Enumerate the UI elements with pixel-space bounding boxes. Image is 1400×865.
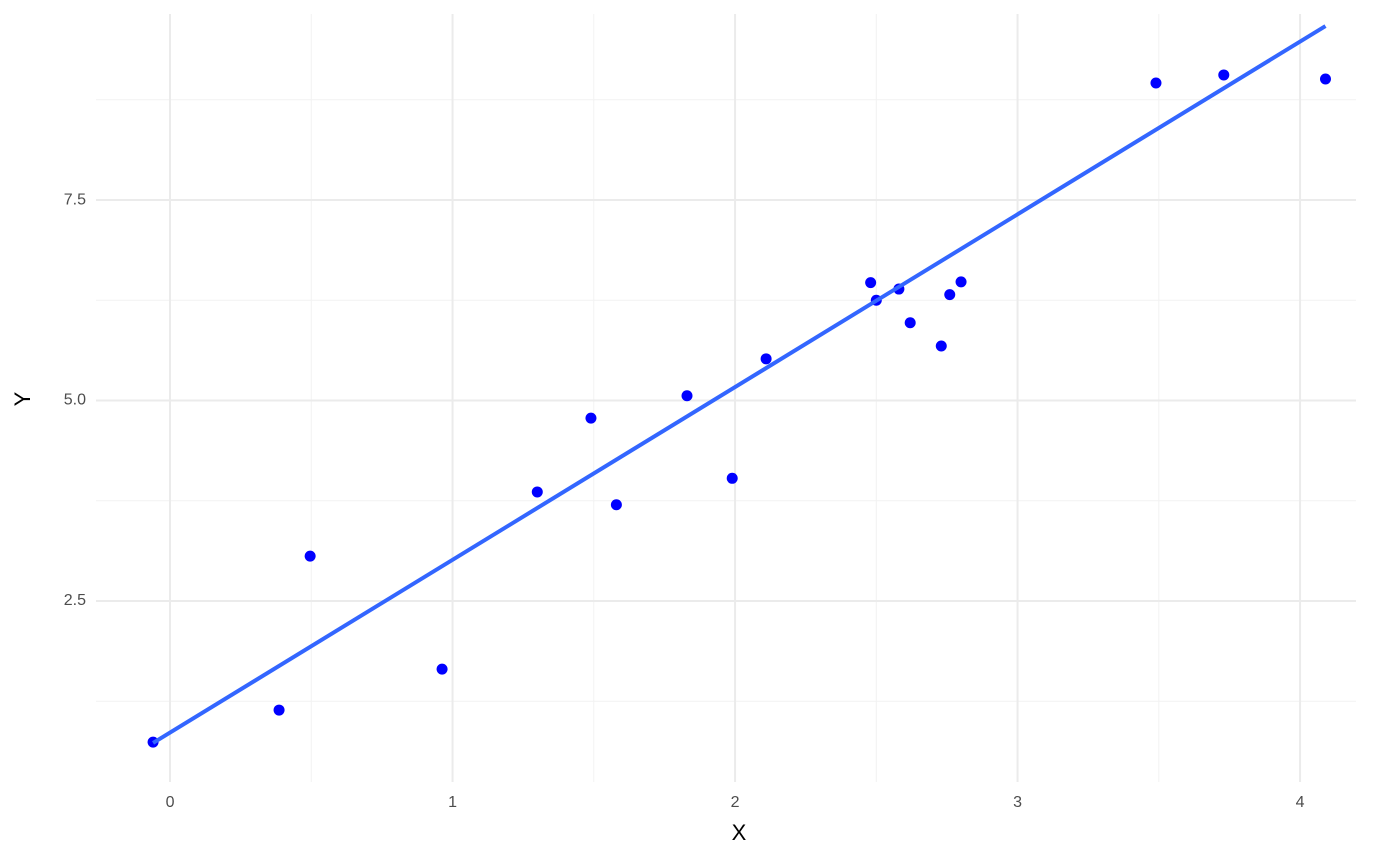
point (1150, 77, 1162, 89)
fit-line (152, 24, 1327, 745)
point (726, 472, 738, 484)
y-tick-label: 7.5 (64, 191, 86, 208)
point (944, 289, 956, 301)
x-tick-label: 4 (1296, 794, 1305, 811)
point (955, 276, 967, 288)
point (436, 663, 448, 675)
point (904, 317, 916, 329)
point (610, 499, 622, 511)
point (865, 277, 877, 289)
point (935, 340, 947, 352)
y-axis-title: Y (10, 391, 35, 406)
x-tick-label: 1 (448, 794, 457, 811)
point (681, 390, 693, 402)
x-axis-title: X (732, 820, 747, 845)
point (273, 704, 285, 716)
x-tick-label: 3 (1013, 794, 1022, 811)
x-tick-label: 2 (731, 794, 740, 811)
y-tick-label: 5.0 (64, 392, 86, 409)
point (760, 353, 772, 365)
y-tick-label: 2.5 (64, 592, 86, 609)
point (304, 550, 316, 562)
x-tick-label: 0 (166, 794, 175, 811)
point (585, 412, 597, 424)
point (1218, 69, 1230, 81)
point (1319, 73, 1331, 85)
point (531, 486, 543, 498)
